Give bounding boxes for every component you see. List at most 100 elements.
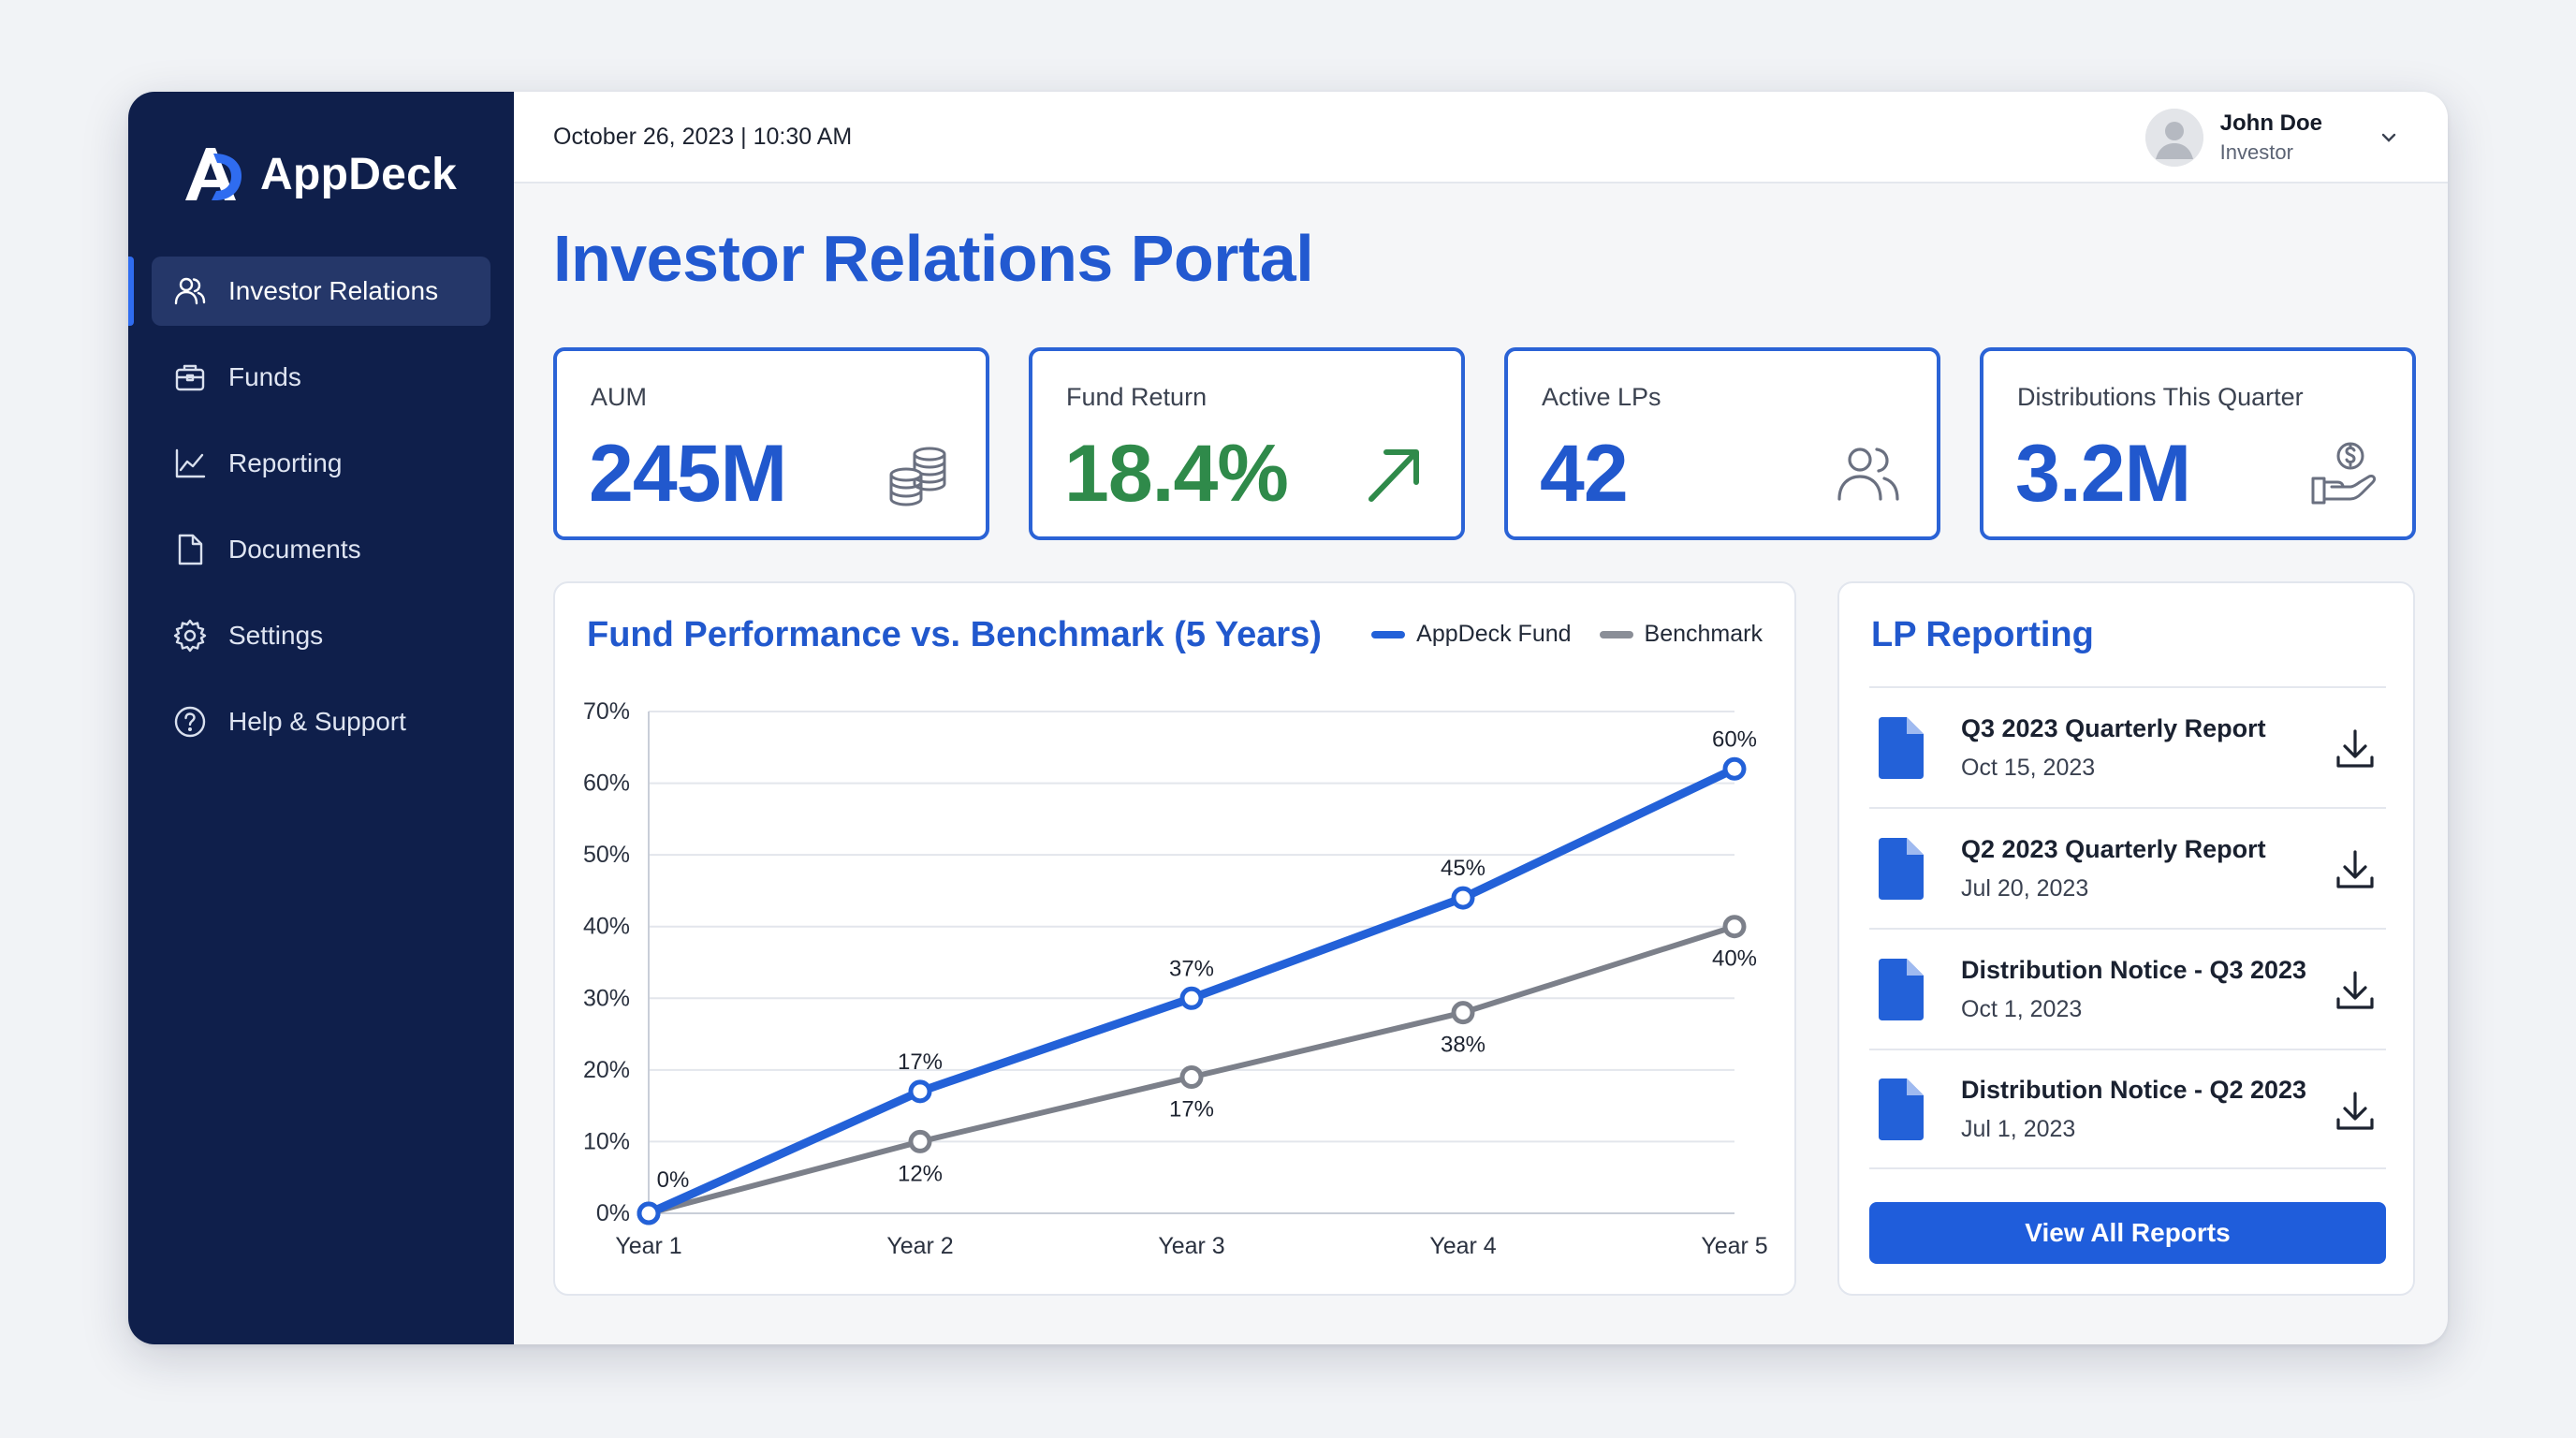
sidebar-item-label: Funds (228, 362, 301, 391)
kpi-value: 18.4% (1064, 429, 1289, 519)
x-tick-label: Year 5 (1701, 1233, 1767, 1259)
gear-icon (172, 618, 208, 653)
y-tick-label: 30% (583, 985, 630, 1011)
legend-label: Benchmark (1644, 621, 1763, 647)
avatar (2144, 109, 2203, 167)
report-list: Q3 2023 Quarterly Report Oct 15, 2023 Q2… (1869, 686, 2386, 1169)
data-label-appdeck-fund: 17% (898, 1049, 943, 1075)
page-title: Investor Relations Portal (553, 222, 1314, 295)
report-text: Distribution Notice - Q2 2023 Jul 1, 202… (1961, 1076, 2306, 1143)
report-text: Q3 2023 Quarterly Report Oct 15, 2023 (1961, 714, 2266, 782)
data-label-appdeck-fund: 60% (1712, 726, 1757, 752)
kpi-card-aum: AUM 245M (553, 347, 989, 540)
data-point-benchmark (908, 1129, 932, 1153)
brand-name: AppDeck (260, 149, 458, 199)
sidebar-nav: Investor Relations Funds Reporting (128, 257, 514, 773)
chart-legend: AppDeck Fund Benchmark (1371, 621, 1763, 648)
data-point-appdeck-fund (1722, 756, 1747, 781)
user-menu[interactable]: John Doe Investor (2144, 109, 2401, 167)
legend-swatch-benchmark (1599, 630, 1633, 638)
y-tick-label: 0% (596, 1200, 630, 1226)
y-tick-label: 40% (583, 914, 630, 940)
report-name: Q3 2023 Quarterly Report (1961, 713, 2266, 742)
report-text: Distribution Notice - Q3 2023 Oct 1, 202… (1961, 956, 2306, 1023)
y-tick-label: 70% (583, 698, 630, 725)
report-name: Q2 2023 Quarterly Report (1961, 834, 2266, 863)
lp-reporting-panel: LP Reporting Q3 2023 Quarterly Report Oc… (1837, 581, 2415, 1296)
coins-icon (881, 437, 956, 512)
line-chart-plot: 0% 10% 20% 30% 40% 50% 60% 70% Year 1 Year 2 Year … (583, 698, 1768, 1259)
sidebar-item-label: Documents (228, 535, 361, 564)
download-icon[interactable] (2332, 967, 2378, 1014)
report-row[interactable]: Distribution Notice - Q2 2023 Jul 1, 202… (1869, 1049, 2386, 1169)
sidebar-item-documents[interactable]: Documents (152, 515, 490, 584)
kpi-card-distributions: Distributions This Quarter 3.2M (1980, 347, 2416, 540)
view-all-reports-button[interactable]: View All Reports (1869, 1202, 2386, 1264)
data-point-appdeck-fund (1451, 886, 1475, 910)
chevron-down-icon[interactable] (2377, 125, 2401, 150)
legend-item-benchmark: Benchmark (1599, 621, 1763, 648)
kpi-label: AUM (591, 383, 647, 411)
file-icon (1875, 1077, 1927, 1142)
data-point-appdeck-fund (637, 1201, 661, 1225)
sidebar-item-reporting[interactable]: Reporting (152, 429, 490, 498)
data-label-benchmark: 17% (1169, 1097, 1214, 1123)
lp-reporting-title: LP Reporting (1871, 615, 2094, 654)
sidebar-item-label: Help & Support (228, 707, 406, 736)
download-icon[interactable] (2332, 726, 2378, 772)
y-tick-label: 20% (583, 1057, 630, 1083)
users-icon (1832, 437, 1907, 512)
y-tick-label: 60% (583, 770, 630, 797)
trend-up-arrow-icon (1356, 437, 1431, 512)
report-date: Oct 15, 2023 (1961, 754, 2096, 781)
report-row[interactable]: Distribution Notice - Q3 2023 Oct 1, 202… (1869, 928, 2386, 1049)
data-point-appdeck-fund (908, 1079, 932, 1104)
legend-swatch-fund (1371, 630, 1406, 638)
data-point-benchmark (1179, 1065, 1204, 1090)
hand-dollar-icon (2307, 437, 2382, 512)
kpi-value: 3.2M (2015, 429, 2191, 519)
kpi-value: 245M (589, 429, 787, 519)
report-row[interactable]: Q3 2023 Quarterly Report Oct 15, 2023 (1869, 686, 2386, 807)
user-name: John Doe (2219, 110, 2322, 136)
brand[interactable]: AppDeck (180, 140, 457, 208)
report-row[interactable]: Q2 2023 Quarterly Report Jul 20, 2023 (1869, 807, 2386, 928)
y-tick-label: 10% (583, 1128, 630, 1154)
download-icon[interactable] (2332, 846, 2378, 893)
file-icon (1875, 836, 1927, 902)
data-label-benchmark: 38% (1441, 1033, 1486, 1058)
sidebar-item-label: Investor Relations (228, 276, 439, 305)
user-role: Investor (2219, 140, 2293, 164)
kpi-label: Active LPs (1542, 383, 1661, 411)
download-icon[interactable] (2332, 1088, 2378, 1135)
kpi-value: 42 (1540, 429, 1629, 519)
report-name: Distribution Notice - Q2 2023 (1961, 1075, 2307, 1104)
x-tick-label: Year 4 (1429, 1233, 1496, 1259)
legend-item-fund: AppDeck Fund (1371, 621, 1572, 648)
file-icon (1875, 957, 1927, 1022)
kpi-label: Distributions This Quarter (2017, 383, 2304, 411)
legend-label: AppDeck Fund (1416, 621, 1572, 647)
x-tick-label: Year 2 (886, 1233, 953, 1259)
sidebar-item-investor-relations[interactable]: Investor Relations (128, 257, 490, 326)
sidebar-item-settings[interactable]: Settings (152, 601, 490, 670)
x-tick-label: Year 3 (1158, 1233, 1224, 1259)
sidebar: AppDeck Investor Relations Funds (128, 92, 514, 1344)
sidebar-item-funds[interactable]: Funds (152, 343, 490, 412)
help-icon (172, 704, 208, 740)
report-name: Distribution Notice - Q3 2023 (1961, 955, 2307, 984)
sidebar-item-help-support[interactable]: Help & Support (152, 687, 490, 756)
kpi-card-active-lps: Active LPs 42 (1504, 347, 1940, 540)
document-icon (172, 532, 208, 567)
data-point-benchmark (1722, 915, 1747, 939)
data-point-benchmark (1451, 1001, 1475, 1025)
current-datetime: October 26, 2023 | 10:30 AM (553, 123, 853, 150)
y-tick-label: 50% (583, 842, 630, 868)
fund-performance-chart: Fund Performance vs. Benchmark (5 Years)… (553, 581, 1796, 1296)
data-label-appdeck-fund: 45% (1441, 856, 1486, 881)
report-text: Q2 2023 Quarterly Report Jul 20, 2023 (1961, 835, 2266, 902)
sidebar-item-label: Reporting (228, 448, 343, 477)
x-tick-label: Year 1 (615, 1233, 681, 1259)
kpi-label: Fund Return (1066, 383, 1208, 411)
user-info: John Doe Investor (2220, 110, 2322, 165)
